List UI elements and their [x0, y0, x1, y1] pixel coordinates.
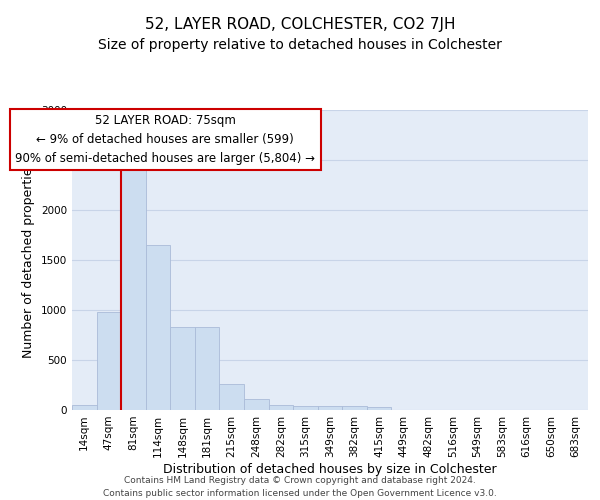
Bar — [72, 405, 97, 410]
Bar — [244, 398, 269, 410]
Text: 52, LAYER ROAD, COLCHESTER, CO2 7JH: 52, LAYER ROAD, COLCHESTER, CO2 7JH — [145, 18, 455, 32]
Text: Size of property relative to detached houses in Colchester: Size of property relative to detached ho… — [98, 38, 502, 52]
Bar — [121, 164, 146, 410]
Text: Contains HM Land Registry data © Crown copyright and database right 2024.
Contai: Contains HM Land Registry data © Crown c… — [103, 476, 497, 498]
Bar — [293, 406, 318, 410]
Text: 52 LAYER ROAD: 75sqm
← 9% of detached houses are smaller (599)
90% of semi-detac: 52 LAYER ROAD: 75sqm ← 9% of detached ho… — [16, 114, 316, 165]
Bar — [170, 327, 195, 410]
Bar — [367, 407, 391, 410]
Bar — [195, 327, 220, 410]
Bar — [146, 245, 170, 410]
Bar — [220, 384, 244, 410]
Bar — [342, 406, 367, 410]
Y-axis label: Number of detached properties: Number of detached properties — [22, 162, 35, 358]
Bar — [97, 312, 121, 410]
Bar — [318, 406, 342, 410]
X-axis label: Distribution of detached houses by size in Colchester: Distribution of detached houses by size … — [163, 462, 497, 475]
Bar — [269, 405, 293, 410]
